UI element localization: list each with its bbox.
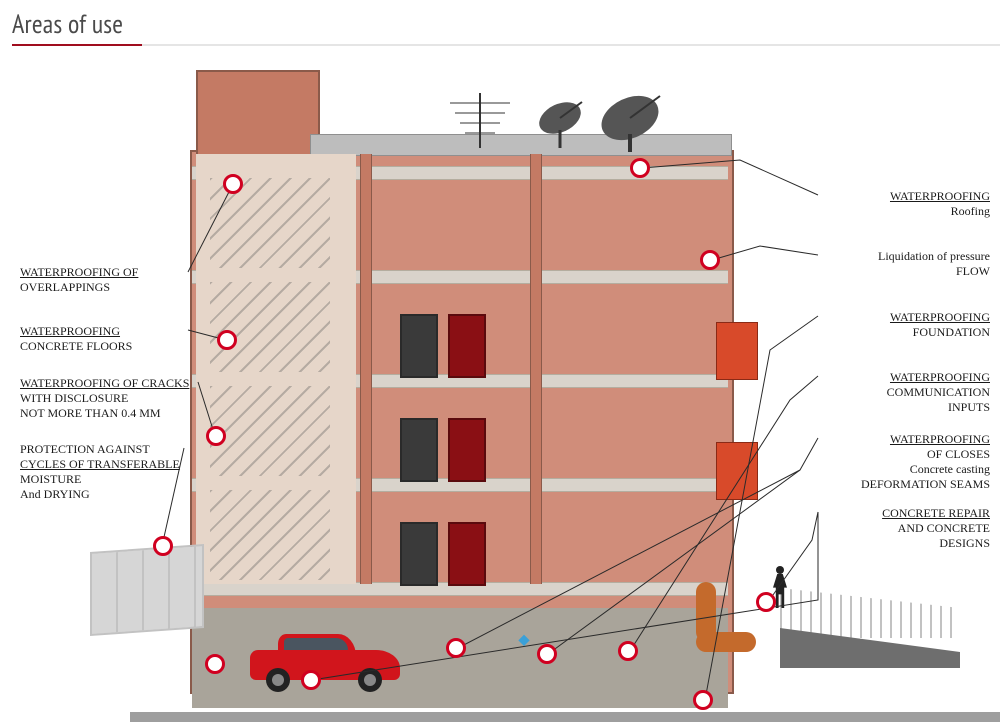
pipe-icon — [696, 612, 736, 672]
callout-line: MOISTURE — [20, 472, 205, 487]
callout-c_roof: WATERPROOFINGRoofing — [820, 189, 990, 219]
door-icon — [448, 522, 486, 586]
marker-dot — [301, 670, 321, 690]
title-rule — [12, 44, 1000, 46]
inner-wall — [360, 154, 372, 584]
callout-c_foundation: WATERPROOFINGFOUNDATION — [820, 310, 990, 340]
stairs-icon — [210, 386, 330, 476]
marker-dot — [756, 592, 776, 612]
callout-c_conc_floor: WATERPROOFINGCONCRETE FLOORS — [20, 324, 190, 354]
marker-dot — [446, 638, 466, 658]
satellite-dish-icon — [590, 84, 680, 154]
marker-dot — [205, 654, 225, 674]
callout-line: WATERPROOFING — [820, 432, 990, 447]
marker-dot — [217, 330, 237, 350]
car-icon — [250, 640, 400, 692]
callout-line: INPUTS — [820, 400, 990, 415]
callout-c_cracks: WATERPROOFING OF CRACKSWITH DISCLOSURENO… — [20, 376, 205, 421]
callout-line: Concrete casting — [820, 462, 990, 477]
callout-c_closes: WATERPROOFINGOF CLOSESConcrete castingDE… — [820, 432, 990, 492]
callout-line: DESIGNS — [820, 536, 990, 551]
marker-dot — [630, 158, 650, 178]
callout-line: WITH DISCLOSURE — [20, 391, 205, 406]
callout-line: CONCRETE FLOORS — [20, 339, 190, 354]
inner-wall — [530, 154, 542, 584]
marker-dot — [206, 426, 226, 446]
callout-line: And DRYING — [20, 487, 205, 502]
callout-line: WATERPROOFING — [820, 189, 990, 204]
callout-line: Roofing — [820, 204, 990, 219]
stairs-icon — [210, 490, 330, 580]
marker-dot — [153, 536, 173, 556]
callout-line: OF CLOSES — [820, 447, 990, 462]
stairs-icon — [210, 282, 330, 372]
ground-line — [130, 712, 1000, 722]
callout-c_comm: WATERPROOFINGCOMMUNICATIONINPUTS — [820, 370, 990, 415]
door-icon — [448, 418, 486, 482]
door-icon — [400, 314, 438, 378]
marker-dot — [693, 690, 713, 710]
callout-line: FLOW — [820, 264, 990, 279]
fence-icon — [90, 544, 204, 636]
callout-line: WATERPROOFING — [820, 310, 990, 325]
ramp-icon — [780, 578, 960, 668]
callout-line: FOUNDATION — [820, 325, 990, 340]
balcony-icon — [716, 442, 758, 500]
door-icon — [400, 418, 438, 482]
callout-line: WATERPROOFING — [820, 370, 990, 385]
callout-line: NOT MORE THAN 0.4 MM — [20, 406, 205, 421]
page-title: Areas of use — [12, 8, 123, 41]
callout-line: CONCRETE REPAIR — [820, 506, 990, 521]
callout-line: AND CONCRETE — [820, 521, 990, 536]
callout-line: WATERPROOFING OF — [20, 265, 190, 280]
balcony-icon — [716, 322, 758, 380]
door-icon — [448, 314, 486, 378]
diagram-canvas: Areas of use — [0, 0, 1000, 728]
callout-c_flow: Liquidation of pressureFLOW — [820, 249, 990, 279]
marker-dot — [537, 644, 557, 664]
callout-line: CYCLES OF TRANSFERABLE — [20, 457, 205, 472]
callout-c_repair: CONCRETE REPAIRAND CONCRETEDESIGNS — [820, 506, 990, 551]
callout-line: WATERPROOFING — [20, 324, 190, 339]
callout-line: DEFORMATION SEAMS — [820, 477, 990, 492]
antenna-icon — [430, 88, 530, 148]
railing-icon — [780, 588, 960, 638]
callout-line: OVERLAPPINGS — [20, 280, 190, 295]
callout-c_moisture: PROTECTION AGAINSTCYCLES OF TRANSFERABLE… — [20, 442, 205, 502]
callout-line: COMMUNICATION — [820, 385, 990, 400]
callout-line: Liquidation of pressure — [820, 249, 990, 264]
marker-dot — [618, 641, 638, 661]
callout-c_overlap: WATERPROOFING OFOVERLAPPINGS — [20, 265, 190, 295]
callout-line: WATERPROOFING OF CRACKS — [20, 376, 205, 391]
marker-dot — [223, 174, 243, 194]
callout-line: PROTECTION AGAINST — [20, 442, 205, 457]
stair-tower — [196, 70, 320, 154]
marker-dot — [700, 250, 720, 270]
door-icon — [400, 522, 438, 586]
